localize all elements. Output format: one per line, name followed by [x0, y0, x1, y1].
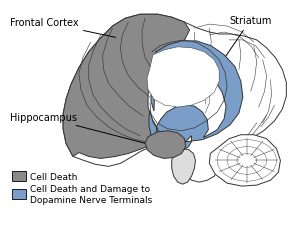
- Text: Cell Death and Damage to
Dopamine Nerve Terminals: Cell Death and Damage to Dopamine Nerve …: [29, 184, 152, 205]
- Polygon shape: [149, 42, 243, 153]
- Polygon shape: [63, 15, 286, 182]
- Bar: [12, 172, 25, 181]
- Text: Striatum: Striatum: [224, 16, 271, 60]
- Text: Cell Death: Cell Death: [29, 172, 77, 181]
- Polygon shape: [209, 135, 280, 186]
- Polygon shape: [63, 15, 190, 159]
- Polygon shape: [172, 149, 195, 184]
- Text: Hippocampus: Hippocampus: [10, 112, 159, 147]
- Polygon shape: [147, 48, 219, 108]
- Polygon shape: [145, 131, 185, 159]
- Text: Frontal Cortex: Frontal Cortex: [10, 18, 116, 38]
- Bar: [12, 189, 25, 199]
